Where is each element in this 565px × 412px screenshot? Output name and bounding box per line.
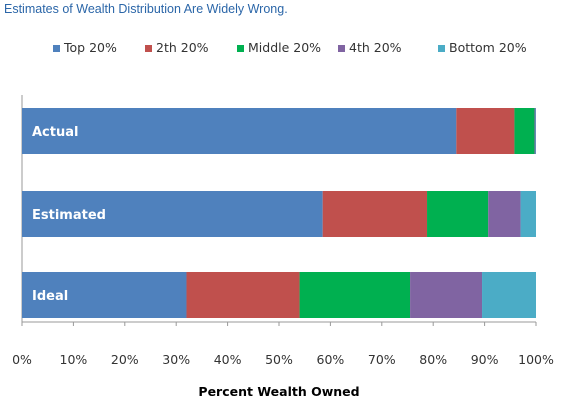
legend-swatch (53, 45, 60, 52)
bar-actual-4th-20 (534, 108, 536, 154)
legend-label: Top 20% (63, 40, 117, 55)
x-tick-label: 60% (317, 352, 345, 367)
bar-ideal-top-20 (22, 272, 187, 318)
x-tick-label: 80% (419, 352, 447, 367)
legend-item-2th-20: 2th 20% (145, 40, 209, 55)
x-tick-label: 90% (471, 352, 499, 367)
legend-label: Bottom 20% (449, 40, 527, 55)
x-tick-label: 0% (12, 352, 32, 367)
chart: Top 20% 2th 20% Middle 20% 4th 20% Bottom 20… (0, 22, 565, 407)
x-tick-label: 40% (214, 352, 242, 367)
x-tick-label: 10% (60, 352, 88, 367)
bar-actual-bottom-20 (535, 108, 536, 154)
bar-ideal-2th-20 (186, 272, 300, 318)
category-label-ideal: Ideal (32, 289, 68, 304)
bar-estimated-4th-20 (488, 191, 521, 237)
bar-ideal-4th-20 (410, 272, 483, 318)
bar-ideal-bottom-20 (482, 272, 536, 318)
bar-actual-top-20 (22, 108, 457, 154)
legend-label: Middle 20% (248, 40, 321, 55)
x-axis-label: Percent Wealth Owned (198, 384, 359, 399)
legend-swatch (237, 45, 244, 52)
bar-actual-2th-20 (456, 108, 515, 154)
legend-label: 4th 20% (349, 40, 402, 55)
bar-ideal-middle-20 (299, 272, 411, 318)
bar-estimated-top-20 (22, 191, 323, 237)
x-tick-label: 50% (265, 352, 293, 367)
legend-item-bottom-20: Bottom 20% (438, 40, 527, 55)
bar-estimated-2th-20 (322, 191, 428, 237)
legend-swatch (145, 45, 152, 52)
category-label-actual: Actual (32, 125, 78, 140)
x-tick-label: 100% (518, 352, 554, 367)
legend-label: 2th 20% (156, 40, 209, 55)
page-title: Estimates of Wealth Distribution Are Wid… (4, 2, 288, 16)
legend-item-top-20: Top 20% (53, 40, 117, 55)
legend-swatch (438, 45, 445, 52)
legend-item-4th-20: 4th 20% (338, 40, 402, 55)
x-tick-label: 30% (162, 352, 190, 367)
legend-item-middle-20: Middle 20% (237, 40, 321, 55)
bar-estimated-middle-20 (427, 191, 489, 237)
legend-swatch (338, 45, 345, 52)
category-label-estimated: Estimated (32, 208, 106, 223)
stacked-bar-chart: Top 20% 2th 20% Middle 20% 4th 20% Bottom 20… (12, 40, 554, 399)
bar-actual-middle-20 (514, 108, 535, 154)
bar-estimated-bottom-20 (520, 191, 536, 237)
x-tick-label: 20% (111, 352, 139, 367)
x-tick-label: 70% (368, 352, 396, 367)
